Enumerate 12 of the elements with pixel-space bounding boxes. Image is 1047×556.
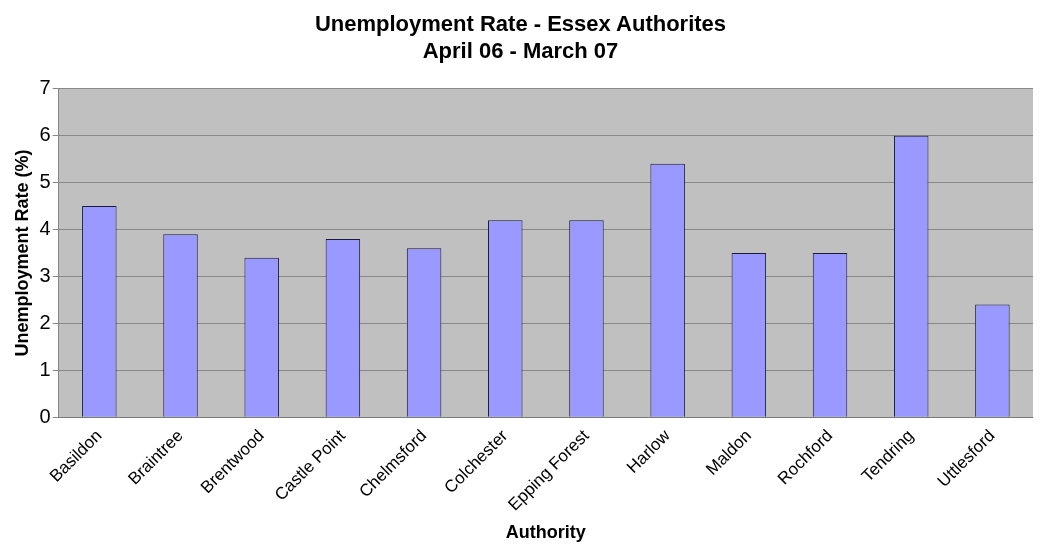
y-tick-label: 7 [39, 76, 51, 99]
chart-title: Unemployment Rate - Essex Authorites [314, 11, 727, 37]
chart-subtitle: April 06 - March 07 [422, 37, 619, 63]
y-tick-label: 3 [39, 263, 51, 286]
y-axis-title: Unemployment Rate (%) [11, 149, 32, 357]
y-tick-label: 2 [39, 310, 51, 333]
y-tick-label: 4 [39, 217, 51, 240]
y-tick-label: 0 [39, 404, 51, 427]
x-axis-title: Authority [505, 522, 586, 543]
y-tick-label: 5 [39, 170, 51, 193]
y-tick-label: 1 [39, 357, 51, 380]
y-tick-label: 6 [39, 123, 51, 146]
